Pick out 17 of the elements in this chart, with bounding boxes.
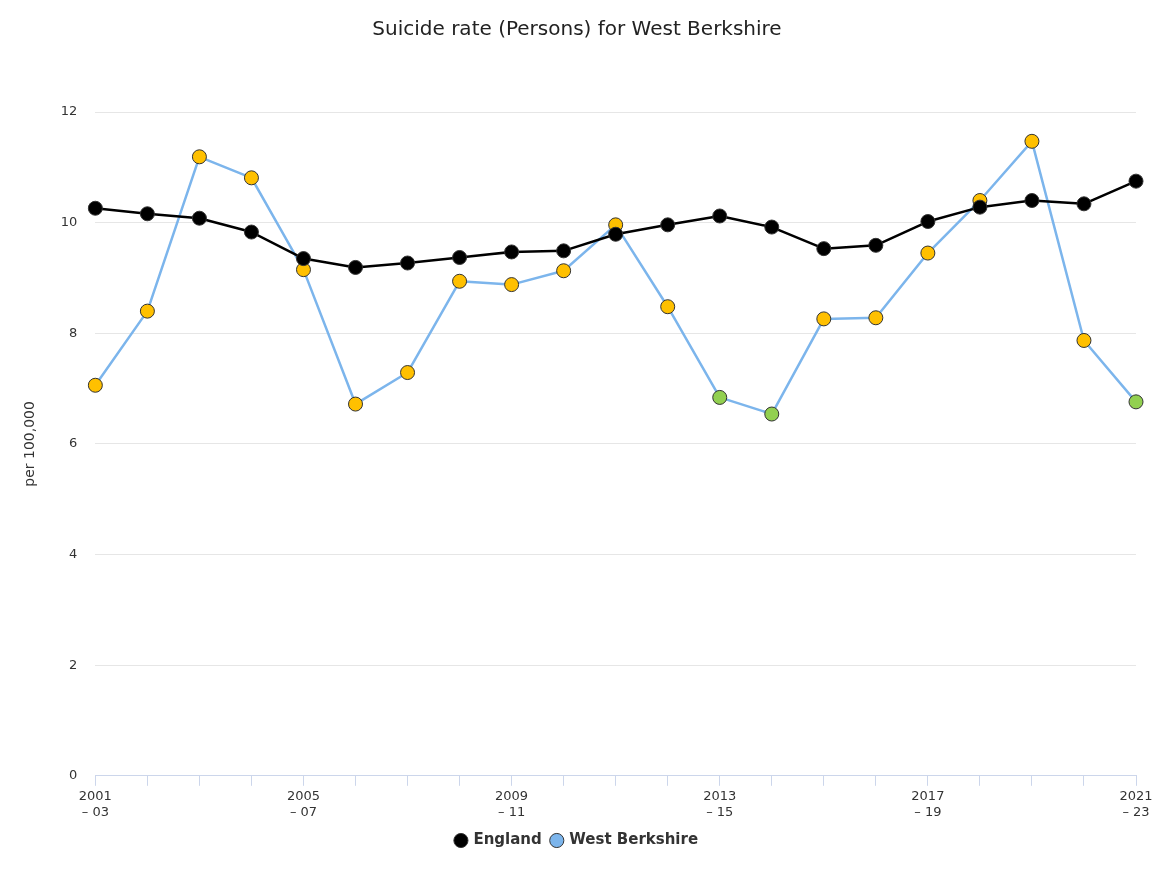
y-tick-label: 2 — [69, 656, 78, 672]
y-tick-label: 4 — [69, 545, 78, 561]
y-tick-label: 10 — [60, 214, 78, 230]
y-tick-label: 6 — [69, 435, 78, 451]
x-tick-label: 2005 – 07 — [286, 787, 321, 819]
y-tick-label: 0 — [69, 767, 78, 783]
x-tick-label: 2017 – 19 — [911, 787, 945, 819]
legend-label: West Berkshire — [569, 830, 699, 849]
y-tick-label: 8 — [69, 324, 78, 340]
x-tick-label: 2021 – 23 — [1119, 787, 1153, 819]
y-tick-label: 12 — [60, 103, 78, 119]
chart-title: Suicide rate (Persons) for West Berkshire — [372, 16, 782, 41]
legend-label: England — [473, 830, 542, 849]
x-tick-label: 2001 – 03 — [78, 787, 112, 819]
x-tick-label: 2013 – 15 — [703, 787, 737, 819]
x-tick-label: 2009 – 11 — [495, 787, 529, 819]
y-axis-title: per 100,000 — [21, 401, 38, 487]
